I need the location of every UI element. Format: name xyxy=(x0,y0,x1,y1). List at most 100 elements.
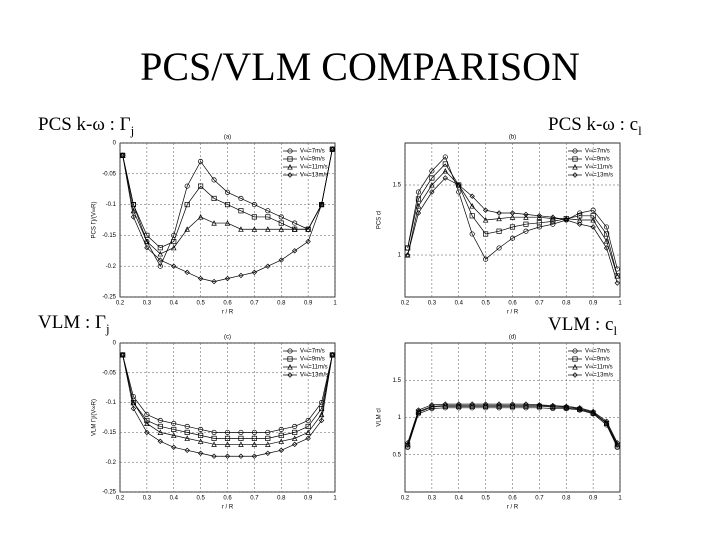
marker xyxy=(211,441,217,447)
y-tick-label: -0.2 xyxy=(106,264,117,270)
marker xyxy=(590,217,596,223)
marker xyxy=(429,189,435,195)
marker xyxy=(590,408,596,415)
marker xyxy=(238,441,244,447)
marker xyxy=(251,441,258,447)
marker xyxy=(198,158,204,165)
marker xyxy=(157,245,163,251)
marker xyxy=(197,438,204,444)
marker xyxy=(224,441,231,447)
panel-caption: PCS k-ω : cl xyxy=(548,114,642,138)
marker xyxy=(251,269,258,276)
marker xyxy=(469,203,475,209)
marker xyxy=(171,426,177,432)
marker xyxy=(238,453,244,459)
marker xyxy=(509,224,516,230)
marker xyxy=(442,154,448,160)
y-tick-label: -0.25 xyxy=(102,295,116,301)
marker xyxy=(469,193,475,199)
marker xyxy=(171,420,177,427)
marker xyxy=(469,401,475,407)
y-axis-label: PCS cl xyxy=(377,211,383,229)
legend-label: V∞=7m/s xyxy=(585,349,610,355)
marker xyxy=(144,245,150,251)
caption-sub: l xyxy=(613,323,617,338)
marker xyxy=(224,429,231,435)
marker xyxy=(287,364,293,370)
marker xyxy=(130,405,137,412)
marker xyxy=(287,172,293,178)
marker xyxy=(170,244,177,251)
x-tick-label: 0.7 xyxy=(250,301,259,307)
x-tick-label: 0.7 xyxy=(535,496,544,502)
marker xyxy=(305,435,311,442)
marker xyxy=(224,275,231,282)
series-line xyxy=(122,354,333,433)
y-tick-label: 1.5 xyxy=(393,378,402,384)
legend-label: V∞=7m/s xyxy=(300,349,325,355)
x-tick-label: 0.5 xyxy=(481,496,490,502)
series-line xyxy=(407,177,618,284)
marker xyxy=(265,441,271,447)
marker xyxy=(251,435,257,441)
y-tick-label: 1.5 xyxy=(393,183,402,189)
marker xyxy=(550,402,556,409)
marker xyxy=(287,164,293,170)
x-tick-label: 0.5 xyxy=(196,496,205,502)
marker xyxy=(456,189,462,195)
y-tick-label: -0.1 xyxy=(106,400,117,406)
x-tick-label: 0.9 xyxy=(304,301,313,307)
marker xyxy=(442,175,449,181)
legend-label: V∞=9m/s xyxy=(300,357,325,363)
marker xyxy=(614,273,621,279)
marker xyxy=(614,280,621,286)
marker xyxy=(197,275,204,282)
marker xyxy=(265,214,271,220)
marker xyxy=(614,440,621,446)
marker xyxy=(415,210,422,216)
marker xyxy=(287,348,293,354)
slide-title: PCS/VLM COMPARISON xyxy=(140,44,580,89)
marker xyxy=(251,214,257,220)
marker xyxy=(278,432,284,438)
marker xyxy=(536,213,543,219)
marker xyxy=(251,202,257,208)
x-tick-label: 0.7 xyxy=(250,496,259,502)
x-axis-label: r / R xyxy=(222,310,234,316)
marker xyxy=(211,429,217,435)
marker xyxy=(572,156,578,162)
marker xyxy=(456,182,462,188)
marker xyxy=(144,411,150,418)
marker xyxy=(523,221,529,227)
x-axis-label: r / R xyxy=(507,310,519,316)
x-tick-label: 0.2 xyxy=(116,301,125,307)
x-axis-label: r / R xyxy=(507,505,519,511)
marker xyxy=(287,372,293,378)
y-tick-label: 0 xyxy=(113,341,117,347)
x-tick-label: 0.3 xyxy=(143,496,152,502)
marker xyxy=(509,235,516,241)
legend-label: V∞=11m/s xyxy=(300,165,328,171)
x-tick-label: 0.5 xyxy=(196,301,205,307)
marker xyxy=(305,417,311,424)
marker xyxy=(603,245,610,251)
marker xyxy=(496,215,502,222)
series-line xyxy=(122,149,333,255)
marker xyxy=(265,263,271,269)
y-axis-label: VLM Γj/(V∞R) xyxy=(92,399,98,436)
y-tick-label: -0.05 xyxy=(102,370,116,376)
marker xyxy=(278,257,284,263)
marker xyxy=(603,238,610,244)
marker xyxy=(292,429,298,435)
y-axis-label: PCS Γj/(V∞R) xyxy=(92,202,98,239)
y-tick-label: 1 xyxy=(398,253,402,259)
x-axis-label: r / R xyxy=(222,505,234,511)
marker xyxy=(305,429,311,435)
marker xyxy=(318,417,325,424)
marker xyxy=(144,429,150,436)
marker xyxy=(224,202,231,208)
marker xyxy=(292,423,298,429)
y-tick-label: -0.05 xyxy=(102,171,116,177)
marker xyxy=(171,444,177,450)
panel-label: (b) xyxy=(509,135,516,141)
